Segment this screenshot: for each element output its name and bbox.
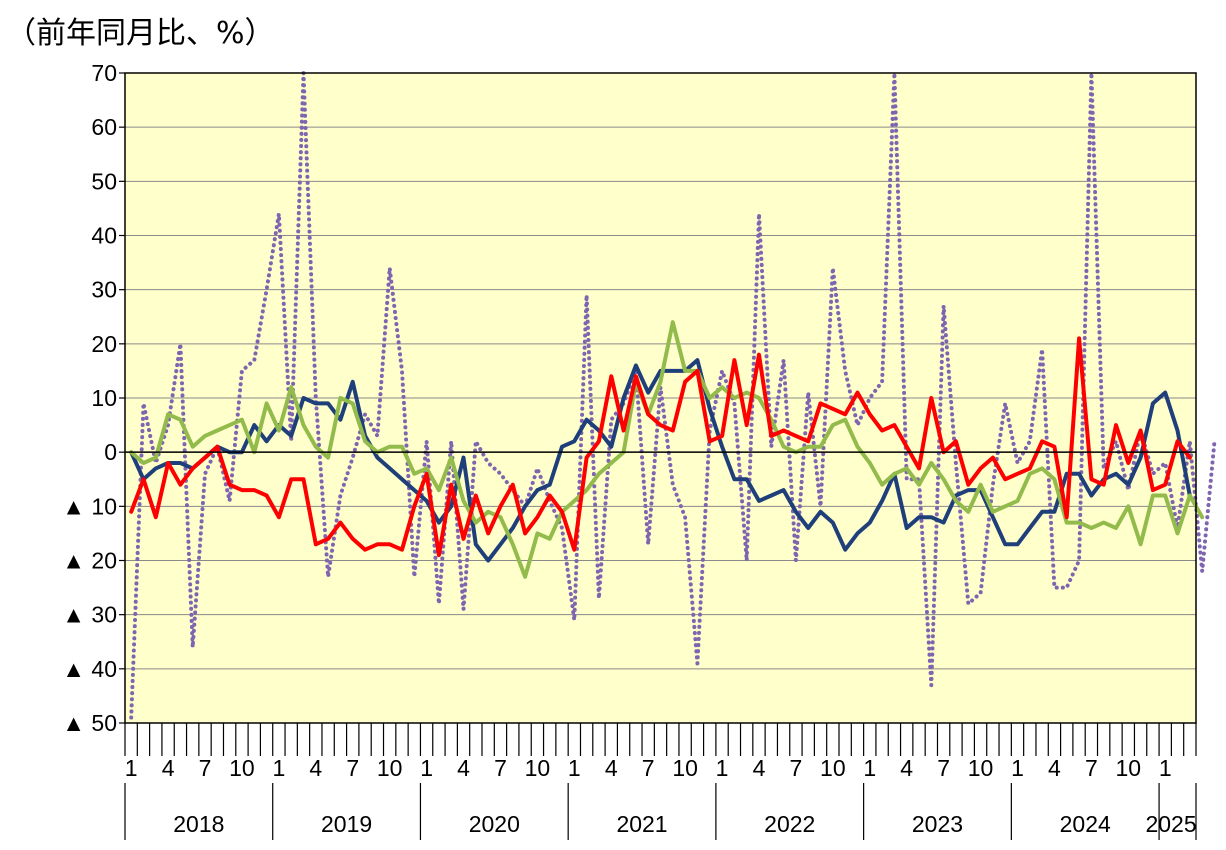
series-line-3 [129,320,1205,579]
x-tick-label: 4 [162,755,175,781]
series-line-2 [129,336,1192,558]
series-layer [129,71,1217,720]
x-tick-label: 4 [605,755,618,781]
x-tick-label: 10 [377,755,403,781]
x-tick-label: 4 [309,755,322,781]
y-tick-label: 70 [91,60,117,86]
x-tick-label: 4 [900,755,913,781]
unit-label: （前年同月比、%） [6,16,275,51]
x-tick-label: 1 [863,755,876,781]
x-tick-label: 1 [272,755,285,781]
x-tick-label: 4 [457,755,470,781]
y-tick-label: 60 [91,114,117,140]
y-tick-label: ▲ 10 [62,493,117,519]
y-axis: 70 60 50 40 30 20 10 0 ▲ 10 ▲ 20 ▲ 30 ▲ 40 ▲ 50 [62,60,125,736]
x-axis: 1 4 7 10 1 4 7 10 1 4 7 10 1 4 7 10 1 4 7 10 1 4 7 10 1 4 7 10 12018… [124,723,1197,840]
year-label: 2021 [616,811,667,837]
y-tick-label: ▲ 40 [62,656,117,682]
year-label: 2024 [1060,811,1111,837]
y-tick-label: 50 [91,168,117,194]
x-tick-label: 10 [525,755,551,781]
x-tick-label: 1 [125,755,138,781]
y-tick-label: 20 [91,331,117,357]
x-tick-label: 7 [790,755,803,781]
x-tick-label: 1 [568,755,581,781]
x-tick-label: 7 [937,755,950,781]
y-tick-label: 40 [91,223,117,249]
year-label: 2025 [1145,811,1196,837]
series-line-1 [129,358,1192,563]
x-tick-label: 10 [672,755,698,781]
x-tick-label: 4 [753,755,766,781]
x-tick-label: 10 [968,755,994,781]
y-tick-label: ▲ 30 [62,602,117,628]
x-tick-label: 1 [1159,755,1172,781]
x-tick-label: 10 [820,755,846,781]
y-tick-label: ▲ 50 [62,710,117,736]
year-label: 2018 [173,811,224,837]
year-label: 2022 [764,811,815,837]
x-tick-label: 4 [1048,755,1061,781]
x-tick-label: 7 [1085,755,1098,781]
x-tick-label: 1 [1011,755,1024,781]
y-tick-label: ▲ 20 [62,548,117,574]
year-label: 2023 [912,811,963,837]
x-tick-label: 7 [642,755,655,781]
x-tick-label: 10 [1115,755,1141,781]
x-tick-label: 1 [420,755,433,781]
x-tick-label: 10 [229,755,255,781]
y-tick-label: 30 [91,277,117,303]
year-label: 2020 [469,811,520,837]
year-label: 2019 [321,811,372,837]
x-tick-label: 7 [346,755,359,781]
x-tick-label: 7 [494,755,507,781]
series-line-4 [129,71,1217,720]
plot-border [124,72,1197,724]
x-tick-label: 1 [716,755,729,781]
y-tick-label: 10 [91,385,117,411]
x-tick-label: 7 [199,755,212,781]
y-tick-label: 0 [104,439,117,465]
